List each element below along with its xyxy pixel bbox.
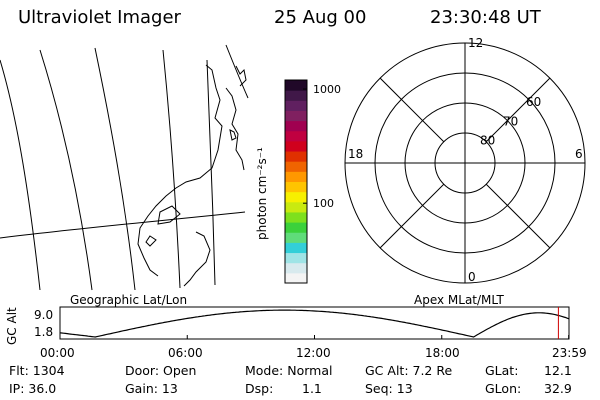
colorbar-tick-label: 100 [313, 197, 334, 210]
lake [157, 205, 181, 225]
dsp-label: Dsp: [245, 381, 274, 396]
xtick-label: 00:00 [40, 346, 75, 360]
colorbar-segment [285, 232, 307, 243]
gc-alt-value: GC Alt: 7.2 Re [365, 363, 453, 378]
coastline [183, 231, 211, 287]
altitude-curve [59, 309, 570, 338]
colorbar-segment [285, 181, 307, 193]
colorbar-tick-label: 1000 [313, 83, 341, 96]
coastline [137, 64, 223, 277]
glat-label: GLat: [485, 363, 519, 378]
colorbar-segment [285, 151, 307, 162]
colorbar-segment [285, 191, 307, 203]
seq-value: Seq: 13 [365, 381, 413, 396]
polar-lat-label: 70 [503, 114, 518, 128]
polar-lat-label: 60 [526, 95, 541, 109]
gain-value: Gain: 13 [125, 381, 178, 396]
coastline [225, 87, 245, 171]
colorbar-segment [285, 252, 307, 264]
polar-mlt-label: 12 [468, 36, 483, 50]
colorbar-segment [285, 262, 307, 274]
colorbar-segment [285, 161, 307, 172]
colorbar-segment [285, 140, 307, 152]
date-label: 25 Aug 00 [274, 7, 367, 28]
colorbar-segment [285, 120, 307, 132]
ytick-label: 9.0 [34, 308, 54, 322]
polar-lat-label: 80 [480, 134, 495, 148]
colorbar-segment [285, 201, 307, 213]
ytick-label: 1.8 [34, 325, 54, 339]
polar-diagonal [485, 183, 551, 249]
gc-alt-axis-label: GC Alt [5, 307, 19, 345]
map-meridian [225, 44, 249, 99]
map-meridian [39, 49, 93, 291]
xtick-label: 23:59 [552, 346, 587, 360]
xtick-label: 06:00 [168, 346, 203, 360]
polar-diagonal [485, 77, 551, 143]
glon-value: 32.9 [544, 381, 572, 396]
xtick-label: 12:00 [296, 346, 331, 360]
altitude-chart-frame [59, 306, 570, 340]
mode-value: Mode: Normal [245, 363, 333, 378]
door-status: Door: Open [125, 363, 197, 378]
colorbar-segment [285, 211, 307, 223]
app-title: Ultraviolet Imager [18, 7, 181, 28]
colorbar-segment [285, 222, 307, 233]
polar-mlt-label: 6 [575, 147, 583, 161]
coastline [235, 65, 247, 87]
map-meridian [94, 47, 136, 291]
colorbar-segment [285, 272, 307, 284]
island [229, 129, 237, 141]
map-meridian [0, 59, 41, 291]
glat-value: 12.1 [544, 363, 572, 378]
polar-diagonal [379, 77, 445, 143]
polar-mlt-label: 18 [348, 147, 363, 161]
colorbar-segment [285, 80, 307, 91]
map-meridian [162, 49, 181, 289]
colorbar-segment [285, 100, 307, 111]
colorbar-frame [284, 79, 308, 284]
glon-label: GLon: [485, 381, 522, 396]
ip-value: IP: 36.0 [9, 381, 57, 396]
geographic-label: Geographic Lat/Lon [70, 293, 188, 307]
polar-mlt-label: 0 [468, 270, 476, 284]
colorbar-segment [285, 171, 307, 182]
colorbar-segment [285, 90, 307, 101]
colorbar-segment [285, 242, 307, 254]
colorbar-segment [285, 130, 307, 142]
flight-number: Flt: 1304 [9, 363, 65, 378]
time-label: 23:30:48 UT [430, 7, 541, 28]
xtick-label: 18:00 [425, 346, 460, 360]
lake [145, 235, 157, 247]
colorbar-segment [285, 110, 307, 122]
polar-diagonal [379, 183, 445, 249]
dsp-value: 1.1 [302, 381, 322, 396]
map-meridian [206, 59, 216, 286]
apex-label: Apex MLat/MLT [414, 293, 504, 307]
map-parallel [0, 211, 246, 239]
